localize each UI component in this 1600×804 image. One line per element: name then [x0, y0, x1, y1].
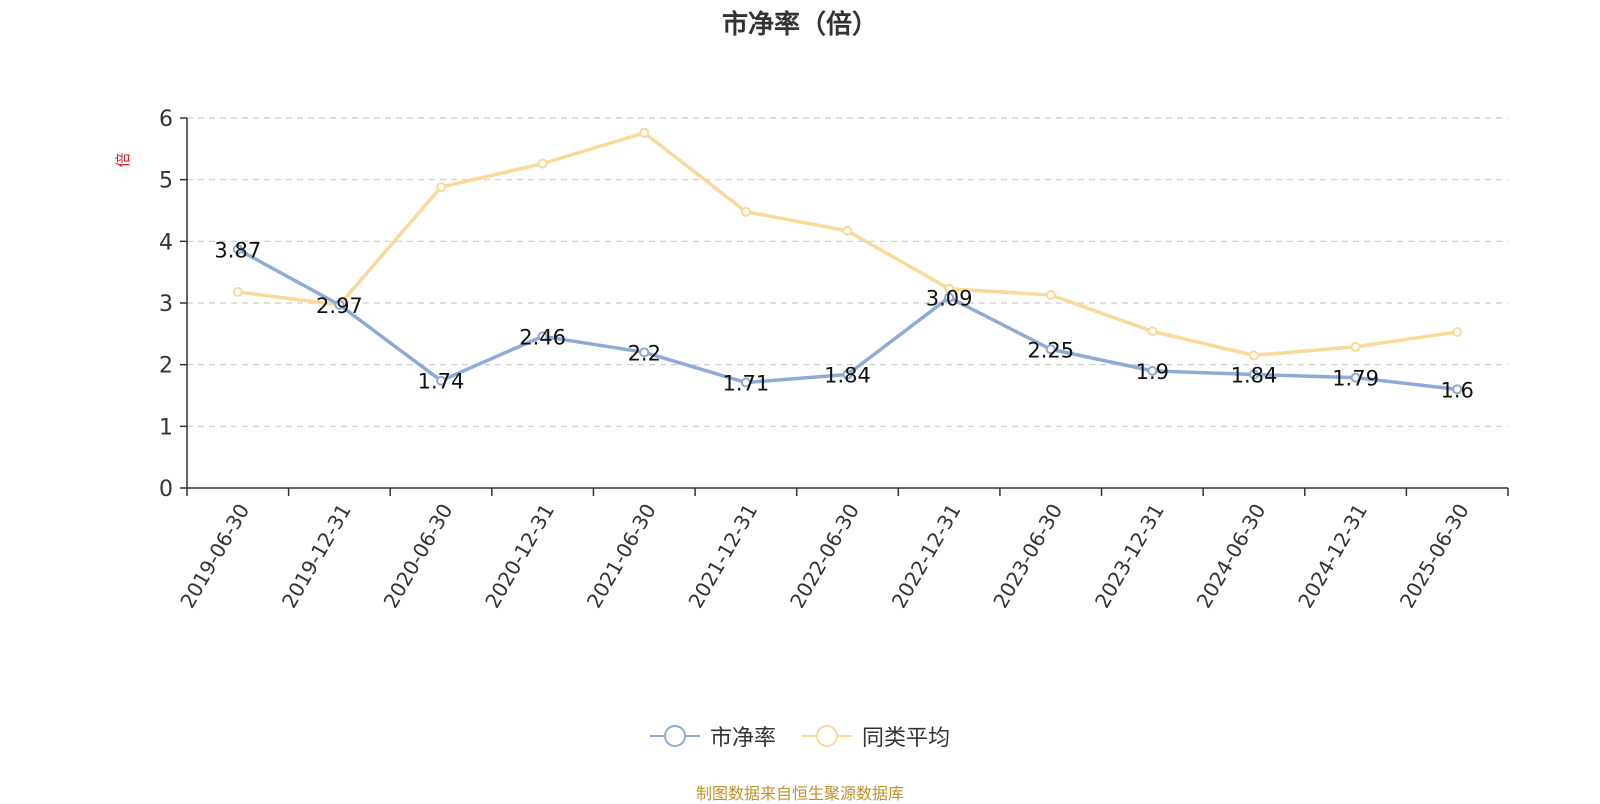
data-label: 1.79 [1332, 367, 1379, 391]
data-point [842, 225, 853, 236]
data-point [1350, 341, 1361, 352]
chart-title: 市净率（倍） [721, 10, 878, 40]
y-tick-label: 0 [159, 477, 173, 502]
data-point [436, 375, 447, 386]
x-tick-label: 2023-12-31 [1090, 500, 1169, 613]
x-tick-label: 2021-12-31 [683, 500, 762, 613]
x-tick-label: 2022-06-30 [785, 500, 864, 613]
y-axis-label: 倍 [114, 152, 132, 167]
data-point [537, 331, 548, 342]
data-label: 2.46 [519, 325, 566, 349]
data-point [639, 127, 650, 138]
data-label: 2.2 [628, 341, 661, 365]
data-point [740, 377, 751, 388]
data-label: 2.97 [316, 294, 363, 318]
x-tick-label: 2024-12-31 [1293, 500, 1372, 613]
data-label: 1.84 [824, 364, 871, 388]
legend-label-pb: 市净率 [709, 726, 776, 751]
data-label: 1.6 [1440, 378, 1473, 402]
data-point [537, 158, 548, 169]
x-tick-label: 2025-06-30 [1395, 500, 1474, 613]
y-tick-label: 4 [159, 230, 173, 255]
x-tick-label: 2019-12-31 [277, 500, 356, 613]
legend-item-peer-average[interactable]: 同类平均 [802, 720, 950, 752]
data-label: 1.71 [723, 372, 770, 396]
y-tick-label: 1 [159, 415, 173, 440]
data-label: 3.09 [926, 286, 973, 310]
data-point [842, 369, 853, 380]
data-point [232, 286, 243, 297]
data-point [1452, 326, 1463, 337]
data-point [232, 244, 243, 255]
data-point [1147, 365, 1158, 376]
data-point [1045, 344, 1056, 355]
y-tick-label: 6 [159, 107, 173, 132]
data-label: 3.87 [214, 238, 261, 262]
data-point [334, 299, 345, 310]
x-tick-label: 2020-06-30 [379, 500, 458, 613]
series-line-1 [237, 131, 1458, 358]
legend: 市净率 同类平均 [0, 720, 1600, 752]
data-point [436, 182, 447, 193]
data-point [1248, 369, 1259, 380]
data-label: 1.74 [418, 370, 465, 394]
x-tick-label: 2022-12-31 [887, 500, 966, 613]
data-label: 2.25 [1027, 338, 1074, 362]
y-tick-label: 3 [159, 292, 173, 317]
x-tick-label: 2019-06-30 [175, 500, 254, 613]
data-point [740, 206, 751, 217]
data-point [1147, 326, 1158, 337]
data-point [639, 347, 650, 358]
data-label: 1.9 [1136, 360, 1169, 384]
data-source-note: 制图数据来自恒生聚源数据库 [695, 784, 904, 803]
data-label: 1.84 [1231, 364, 1278, 388]
data-point [1045, 289, 1056, 300]
y-tick-label: 5 [159, 169, 173, 194]
legend-marker-pb [649, 724, 700, 748]
data-point [1452, 384, 1463, 395]
data-point [944, 292, 955, 303]
legend-label-peer-average: 同类平均 [862, 726, 951, 751]
x-tick-label: 2021-06-30 [582, 500, 661, 613]
x-tick-label: 2023-06-30 [988, 500, 1067, 613]
legend-item-pb[interactable]: 市净率 [649, 720, 776, 752]
data-point [1350, 372, 1361, 383]
legend-marker-peer-average [802, 724, 852, 748]
data-point [1248, 350, 1259, 361]
y-tick-label: 2 [159, 354, 173, 379]
x-tick-label: 2024-06-30 [1192, 500, 1271, 613]
x-tick-label: 2020-12-31 [480, 500, 559, 613]
